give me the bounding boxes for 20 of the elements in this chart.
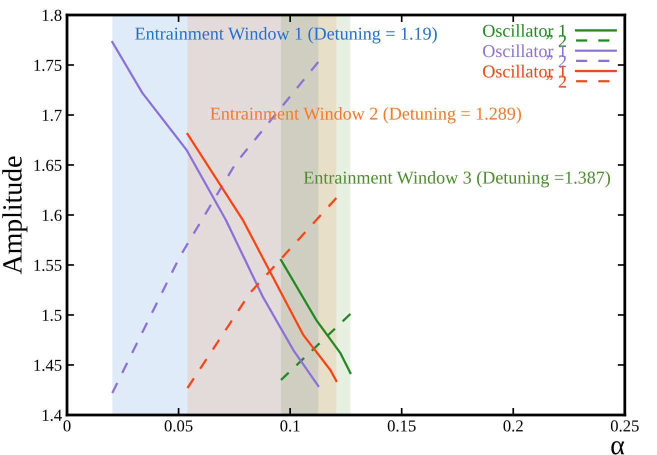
x-tick-label: 0 <box>63 420 71 432</box>
x-tick-label: 0.15 <box>388 420 416 432</box>
y-tick-label: 1.5 <box>42 310 62 321</box>
y-tick-label: 1.45 <box>34 360 62 371</box>
y-tick-label: 1.55 <box>34 260 62 271</box>
x-tick-label: 0.1 <box>280 420 300 432</box>
y-tick-label: 1.75 <box>34 60 62 72</box>
x-tick-label: 0.2 <box>503 420 523 432</box>
y-tick-label: 1.8 <box>42 10 62 22</box>
y-tick-label: 1.7 <box>42 110 62 122</box>
y-tick-label: 1.4 <box>42 410 62 421</box>
y-axis-title: Amplitude <box>2 156 28 274</box>
x-tick-label: 0.25 <box>610 420 639 432</box>
x-axis-title: α <box>611 441 624 454</box>
x-tick-label: 0.05 <box>164 420 193 432</box>
band-label: Entrainment Window 3 (Detuning =1.387) <box>304 170 610 188</box>
band-label: Entrainment Window 2 (Detuning = 1.289) <box>210 107 522 124</box>
band-label: Entrainment Window 1 (Detuning = 1.19) <box>135 27 437 44</box>
y-tick-label: 1.6 <box>42 210 62 222</box>
y-tick-label: 1.65 <box>34 160 62 172</box>
